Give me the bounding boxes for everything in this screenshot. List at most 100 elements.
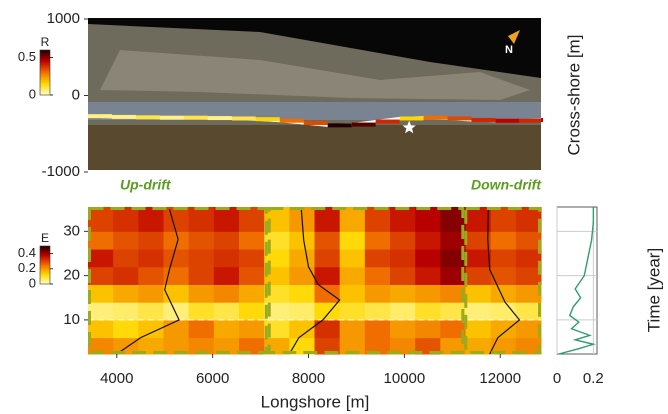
- colorbar-cell: [40, 74, 50, 76]
- heatmap-cell: [113, 319, 139, 339]
- heatmap-cell: [339, 284, 366, 303]
- heatmap-cell: [390, 207, 416, 232]
- heatmap-cell: [314, 319, 341, 339]
- colorbar-tick-label: 0.4: [18, 245, 36, 260]
- heatmap-cell: [339, 207, 366, 232]
- heatmap-cell: [239, 249, 265, 268]
- shoreline-r: [375, 119, 400, 124]
- heatmap-cell: [490, 249, 517, 268]
- colorbar-cell: [40, 257, 50, 260]
- heatmap-cell: [339, 231, 366, 250]
- colorbar-cell: [40, 253, 50, 256]
- heatmap-cell: [213, 302, 240, 321]
- heatmap-cell: [213, 231, 240, 250]
- heatmap-cell: [440, 231, 466, 250]
- colorbar-cell: [40, 92, 50, 94]
- colorbar-cell: [40, 50, 50, 52]
- colorbar-cell: [40, 262, 50, 265]
- colorbar-cell: [40, 66, 50, 69]
- north-arrow: [508, 30, 520, 44]
- heatmap-cell: [465, 337, 492, 355]
- heatmap-cell: [515, 231, 542, 250]
- heatmap-cell: [113, 249, 139, 268]
- heatmap-cell: [239, 266, 265, 285]
- heatmap-cell: [138, 302, 164, 321]
- heatmap-cell: [213, 249, 240, 268]
- shoreline-r: [159, 115, 184, 120]
- shoreline-r: [207, 116, 232, 121]
- colorbar-cell: [40, 65, 50, 67]
- heatmap-cell: [88, 284, 114, 303]
- heatmap-cell: [490, 337, 517, 355]
- colorbar-cell: [40, 59, 50, 61]
- heatmap-cell: [138, 207, 164, 232]
- x-axis-label: Longshore [m]: [261, 392, 370, 411]
- heatmap-cell: [163, 207, 190, 232]
- heatmap-cell: [364, 337, 391, 355]
- colorbar-cell: [40, 256, 50, 258]
- colorbar-cell: [40, 62, 50, 64]
- colorbar-cell: [40, 63, 50, 66]
- heatmap-cell: [415, 319, 441, 339]
- heatmap-cell: [415, 231, 441, 250]
- heatmap-cell: [188, 207, 215, 232]
- heatmap-cell: [415, 266, 441, 285]
- heatmap-cell: [364, 231, 391, 250]
- annotation: Up-drift: [120, 177, 172, 193]
- heatmap-cell: [515, 302, 542, 321]
- heatmap-cell: [289, 319, 315, 339]
- x-tick-label: 12000: [479, 370, 521, 387]
- heatmap-cell: [465, 249, 492, 268]
- heatmap-cell: [188, 337, 215, 355]
- heatmap-cell: [364, 284, 391, 303]
- heatmap-cell: [364, 249, 391, 268]
- heatmap-cell: [213, 266, 240, 285]
- colorbar-label: R: [41, 35, 50, 49]
- heatmap-cell: [289, 302, 315, 321]
- colorbar-cell: [40, 78, 50, 81]
- colorbar-tick-label: 0.2: [18, 260, 36, 275]
- heatmap-cell: [515, 266, 542, 285]
- sea: [88, 125, 541, 170]
- heatmap-cell: [88, 319, 114, 339]
- heatmap-cell: [289, 266, 315, 285]
- shoreline-r: [111, 114, 136, 119]
- colorbar-cell: [40, 53, 50, 55]
- x-tick-label: 6000: [196, 370, 229, 387]
- heatmap-cell: [113, 266, 139, 285]
- heatmap-cell: [390, 249, 416, 268]
- colorbar-cell: [40, 54, 50, 57]
- heatmap-cell: [339, 249, 366, 268]
- colorbar-cell: [40, 77, 50, 79]
- colorbar-cell: [40, 281, 50, 284]
- heatmap-cell: [490, 207, 517, 232]
- colorbar-cell: [40, 247, 50, 250]
- heatmap-cell: [213, 207, 240, 232]
- colorbar-cell: [40, 251, 50, 253]
- shoreline-r: [495, 118, 520, 123]
- colorbar-cell: [40, 68, 50, 70]
- shoreline-r: [519, 118, 541, 123]
- heatmap-cell: [213, 319, 240, 339]
- shoreline-r: [541, 117, 543, 122]
- heatmap-cell: [314, 337, 341, 355]
- heatmap-cell: [289, 249, 315, 268]
- heatmap-cell: [188, 249, 215, 268]
- no-data: [88, 18, 541, 78]
- shoreline-r: [399, 116, 424, 121]
- heatmap-cell: [213, 284, 240, 303]
- colorbar-cell: [40, 272, 50, 275]
- heatmap-cell: [364, 302, 391, 321]
- heatmap-cell: [465, 319, 492, 339]
- shoreline-r: [279, 118, 304, 123]
- plot-frame: [556, 206, 598, 355]
- colorbar-cell: [40, 93, 50, 96]
- colorbar-tick-label: 0: [29, 86, 36, 101]
- heatmap-cell: [415, 249, 441, 268]
- heatmap-cell: [314, 266, 341, 285]
- heatmap-cell: [364, 266, 391, 285]
- shoreline-r: [423, 115, 448, 120]
- colorbar-cell: [40, 266, 50, 269]
- colorbar-cell: [40, 273, 50, 276]
- heatmap-cell: [88, 266, 114, 285]
